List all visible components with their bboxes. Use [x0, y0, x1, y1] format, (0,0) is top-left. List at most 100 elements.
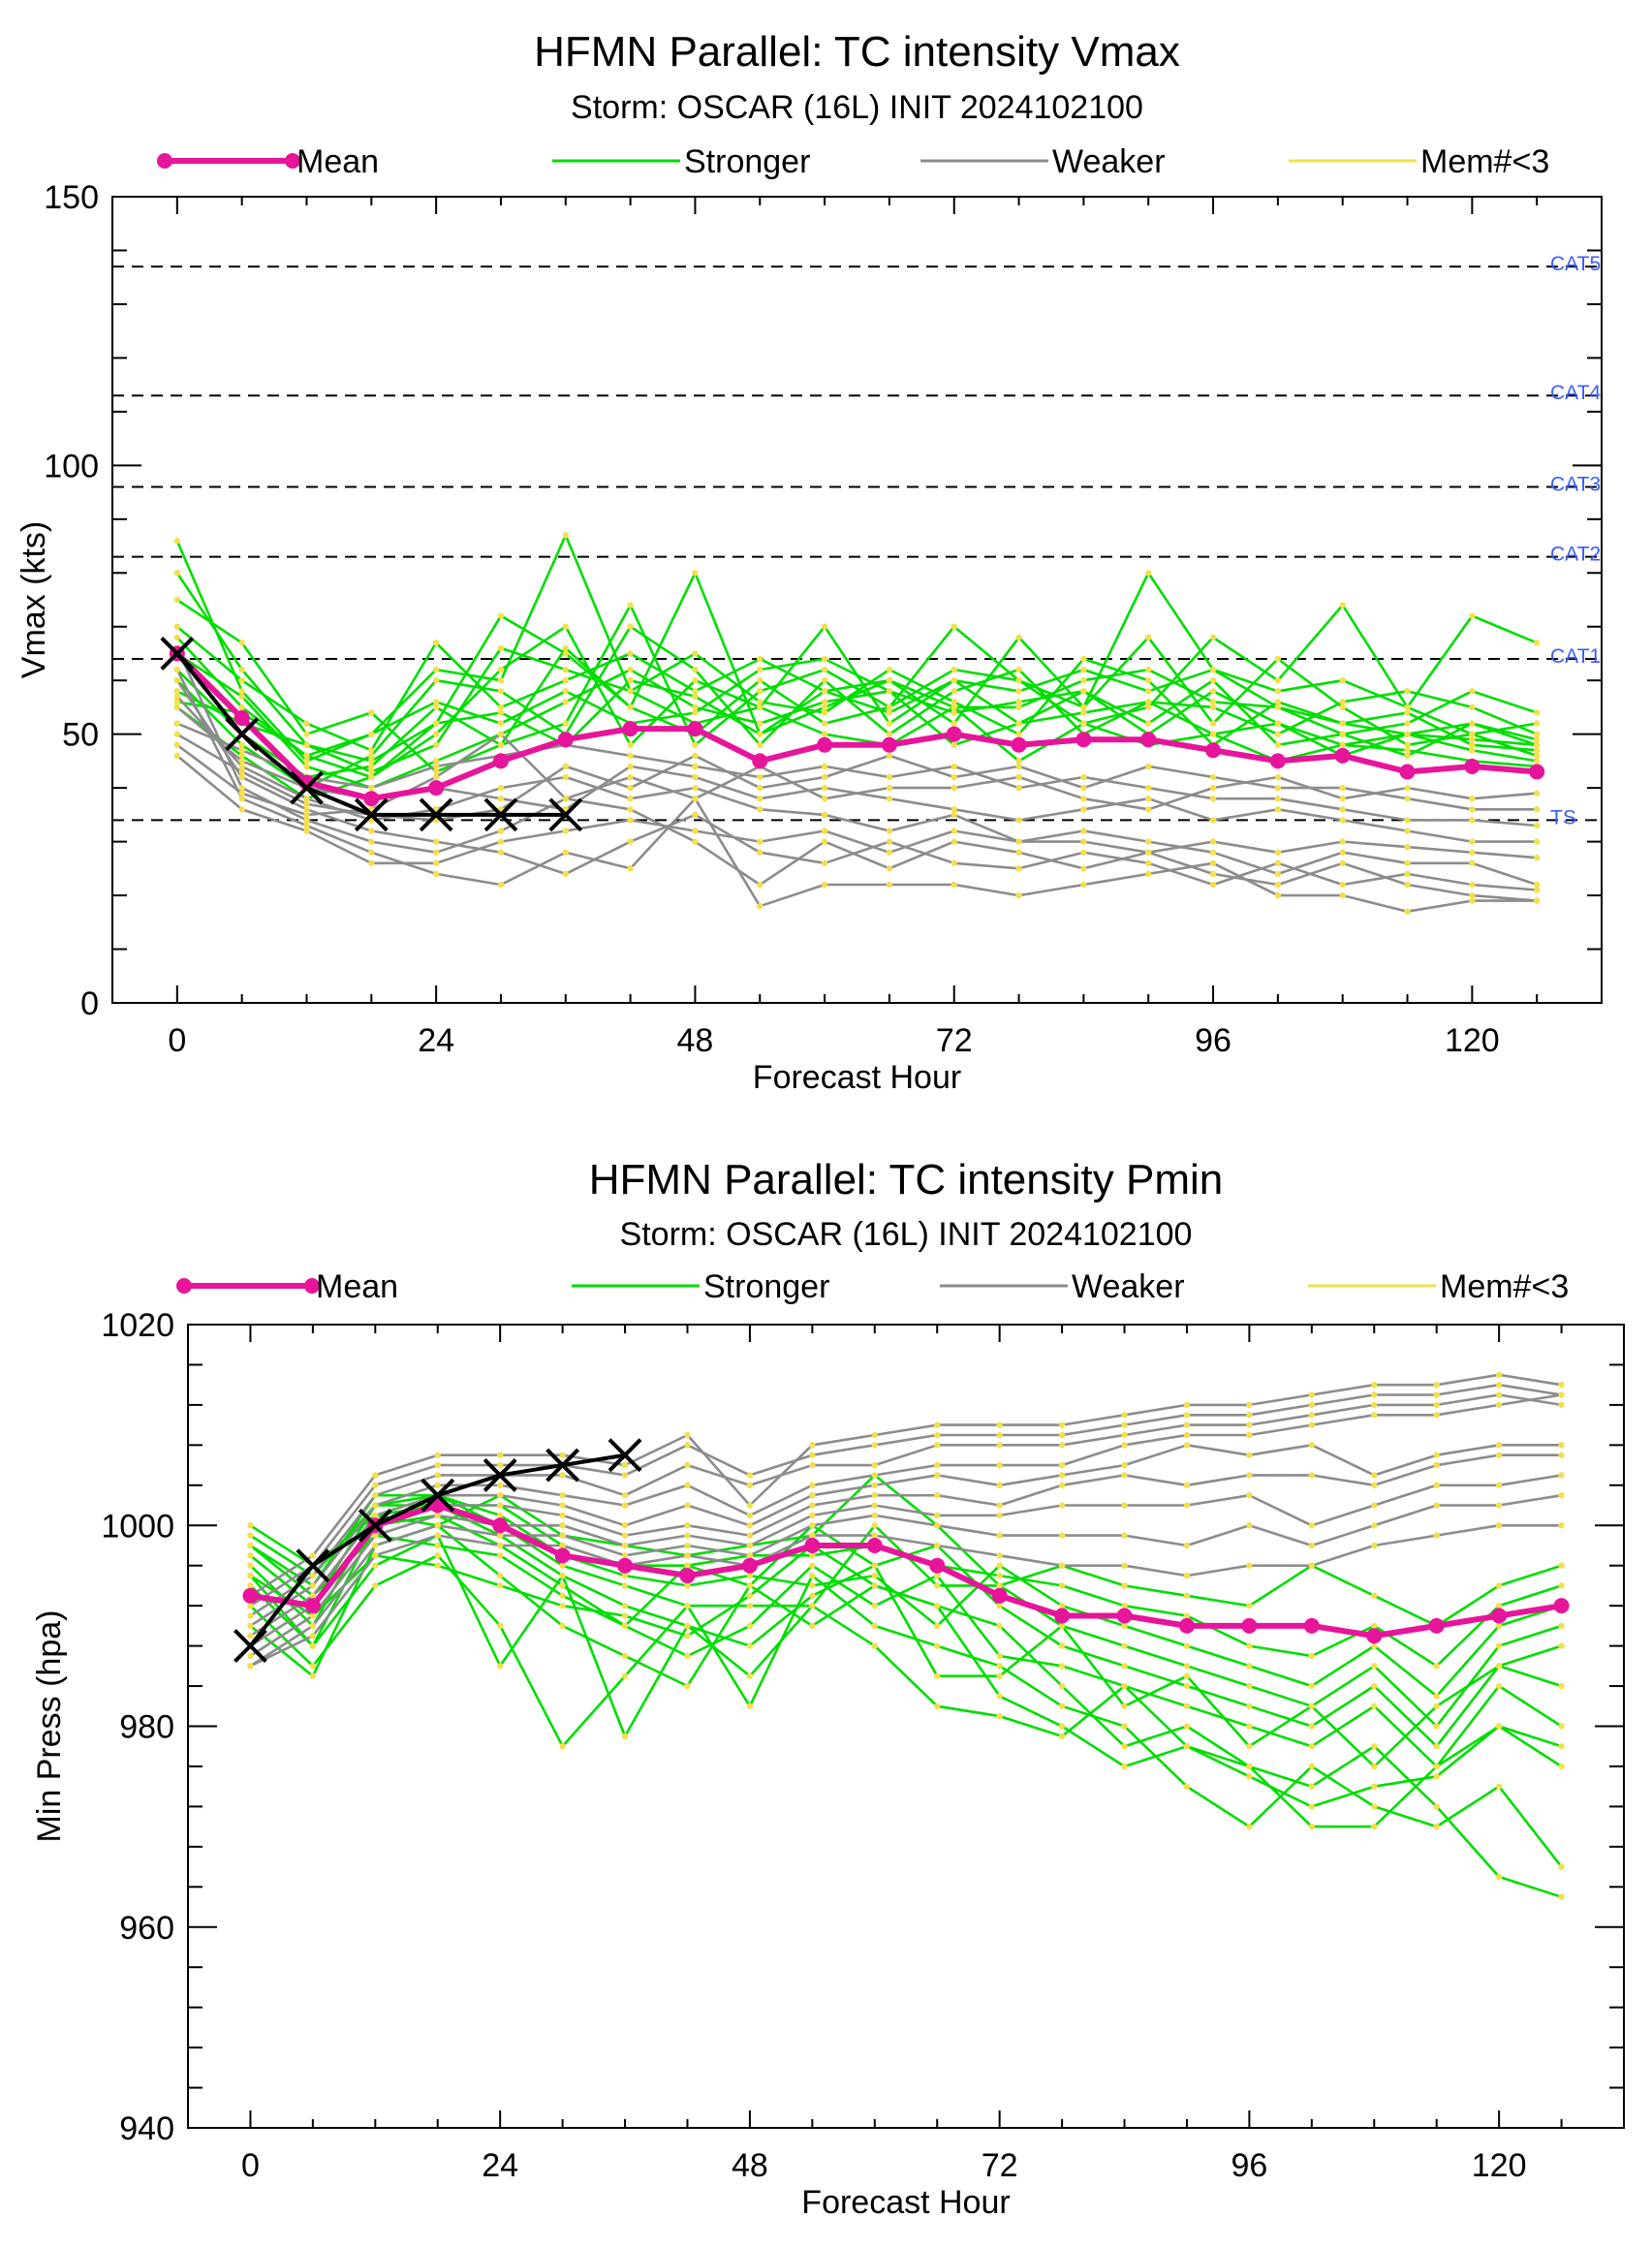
- member-point: [1058, 1702, 1066, 1709]
- member-point: [746, 1602, 754, 1609]
- member-point: [559, 1532, 566, 1539]
- member-point: [1495, 1371, 1503, 1379]
- member-line-stronger: [176, 652, 1538, 790]
- member-point: [432, 703, 440, 711]
- member-point: [562, 870, 569, 878]
- member-point: [562, 796, 569, 802]
- member-point: [1080, 703, 1087, 711]
- member-point: [559, 1572, 566, 1579]
- member-point: [1371, 1763, 1378, 1770]
- member-point: [1209, 838, 1217, 845]
- member-point: [496, 1622, 504, 1630]
- member-point: [496, 1502, 504, 1509]
- x-tick-label: 72: [936, 1022, 973, 1059]
- best-track-marker: [160, 637, 195, 671]
- member-point: [996, 1442, 1003, 1449]
- member-point: [934, 1672, 941, 1679]
- member-point: [1339, 720, 1346, 727]
- mean-point: [1428, 1617, 1445, 1634]
- y-tick-label: 1000: [101, 1508, 174, 1545]
- member-point: [1533, 897, 1541, 904]
- member-point: [497, 677, 505, 684]
- member-point: [684, 1652, 691, 1660]
- legend-item-weaker: Weaker: [920, 143, 1166, 180]
- member-point: [996, 1582, 1003, 1589]
- member-point: [1209, 677, 1217, 684]
- member-point: [497, 828, 505, 834]
- member-point: [1121, 1682, 1128, 1690]
- member-line-stronger: [175, 636, 1538, 779]
- member-point: [1015, 865, 1022, 872]
- member-point: [757, 666, 764, 673]
- member-point: [303, 822, 310, 829]
- member-point: [934, 1461, 941, 1469]
- member-point: [1183, 1482, 1191, 1489]
- member-point: [1433, 1663, 1440, 1670]
- member-line-stronger: [249, 1474, 1562, 1628]
- member-point: [496, 1461, 504, 1469]
- member-point: [1558, 1522, 1565, 1529]
- member-point: [1183, 1592, 1191, 1599]
- member-point: [1209, 859, 1217, 866]
- member-point: [996, 1502, 1003, 1509]
- member-point: [1495, 1401, 1503, 1409]
- member-point: [1533, 822, 1541, 829]
- member-point: [1121, 1763, 1128, 1770]
- member-point: [621, 1672, 629, 1679]
- y-tick-label: 0: [80, 985, 99, 1022]
- member-point: [1058, 1482, 1066, 1489]
- member-point: [497, 720, 505, 727]
- member-point: [497, 849, 505, 856]
- member-point: [173, 677, 181, 684]
- member-point: [821, 703, 828, 711]
- member-point: [757, 796, 764, 802]
- member-point: [1433, 1823, 1440, 1830]
- member-point: [1433, 1412, 1440, 1419]
- member-point: [1121, 1472, 1128, 1479]
- member-point: [432, 849, 440, 856]
- member-point: [809, 1491, 816, 1499]
- member-point: [934, 1572, 941, 1579]
- member-point: [1339, 677, 1346, 684]
- member-point: [1558, 1723, 1565, 1730]
- member-point: [1246, 1763, 1253, 1770]
- member-point: [434, 1512, 441, 1519]
- series-mean: [242, 1497, 1570, 1644]
- member-point: [562, 644, 569, 652]
- mean-point: [687, 721, 703, 737]
- mean-point: [1116, 1608, 1133, 1624]
- member-point: [1058, 1642, 1066, 1649]
- best-track-marker: [608, 1438, 642, 1473]
- mean-point: [817, 736, 833, 753]
- member-point: [1080, 838, 1087, 845]
- mean-point: [946, 726, 962, 742]
- member-point: [368, 709, 375, 716]
- member-point: [1183, 1542, 1191, 1549]
- member-point: [621, 1491, 629, 1499]
- member-point: [1308, 1391, 1316, 1398]
- member-point: [434, 1522, 441, 1529]
- member-point: [871, 1582, 878, 1589]
- member-point: [1371, 1522, 1378, 1529]
- member-point: [1145, 784, 1152, 792]
- member-point: [1433, 1401, 1440, 1409]
- member-point: [1246, 1562, 1253, 1569]
- member-point: [238, 741, 245, 748]
- member-point: [627, 763, 634, 770]
- mean-point: [1464, 758, 1481, 774]
- member-point: [1433, 1482, 1440, 1489]
- member-point: [1246, 1421, 1253, 1428]
- member-point: [886, 703, 893, 711]
- member-point: [559, 1452, 566, 1458]
- member-point: [559, 1522, 566, 1529]
- member-point: [1469, 703, 1476, 711]
- member-point: [1058, 1582, 1066, 1589]
- member-point: [368, 758, 375, 765]
- member-point: [1558, 1401, 1565, 1409]
- member-point: [684, 1633, 691, 1640]
- member-point: [886, 849, 893, 856]
- member-point: [951, 763, 957, 770]
- member-point: [1183, 1442, 1191, 1449]
- member-point: [746, 1552, 754, 1559]
- member-point: [372, 1582, 379, 1589]
